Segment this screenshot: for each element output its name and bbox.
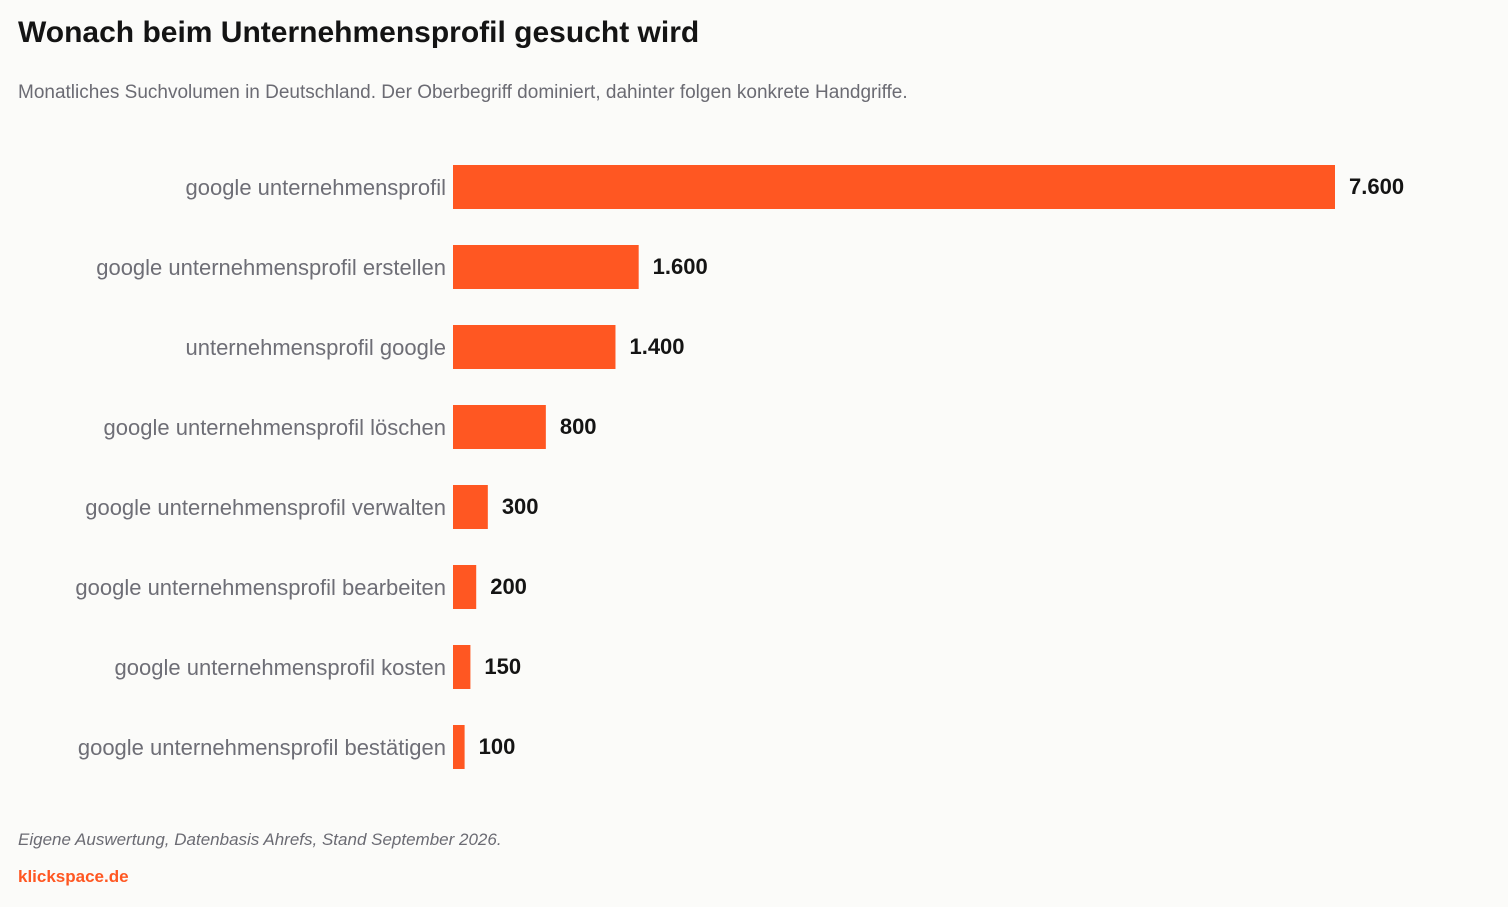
bar bbox=[453, 645, 471, 689]
value-label: 100 bbox=[479, 734, 516, 759]
category-label: google unternehmensprofil bearbeiten bbox=[75, 575, 446, 600]
bar-chart: google unternehmensprofil 7.600 google unt… bbox=[75, 165, 1404, 769]
bar bbox=[453, 725, 465, 769]
category-label: google unternehmensprofil kosten bbox=[115, 655, 446, 680]
value-label: 1.600 bbox=[653, 254, 708, 279]
category-label: google unternehmensprofil verwalten bbox=[85, 495, 446, 520]
category-label: google unternehmensprofil bbox=[185, 175, 446, 200]
value-label: 800 bbox=[560, 414, 597, 439]
value-label: 7.600 bbox=[1349, 174, 1404, 199]
chart-title: Wonach beim Unternehmensprofil gesucht w… bbox=[18, 16, 700, 49]
chart-subtitle: Monatliches Suchvolumen in Deutschland. … bbox=[18, 82, 908, 103]
value-label: 1.400 bbox=[629, 334, 684, 359]
category-label: google unternehmensprofil löschen bbox=[104, 415, 446, 440]
value-label: 150 bbox=[484, 654, 521, 679]
bar bbox=[453, 485, 488, 529]
bar bbox=[453, 325, 616, 369]
category-label: google unternehmensprofil erstellen bbox=[96, 255, 446, 280]
category-label: google unternehmensprofil bestätigen bbox=[78, 735, 446, 760]
bar bbox=[453, 245, 639, 289]
value-label: 300 bbox=[502, 494, 539, 519]
bar bbox=[453, 565, 477, 609]
value-label: 200 bbox=[490, 574, 527, 599]
bar bbox=[453, 405, 546, 449]
source-note: Eigene Auswertung, Datenbasis Ahrefs, St… bbox=[18, 830, 502, 849]
bar bbox=[453, 165, 1335, 209]
brand-label: klickspace.de bbox=[18, 867, 129, 886]
category-label: unternehmensprofil google bbox=[185, 335, 446, 360]
